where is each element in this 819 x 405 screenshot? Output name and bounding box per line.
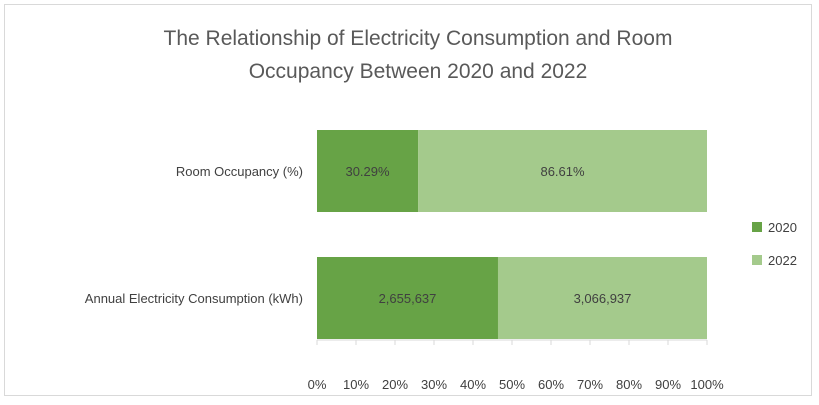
x-tick-label: 50% (499, 377, 525, 392)
category-label: Annual Electricity Consumption (kWh) (85, 291, 303, 306)
x-tick-label: 70% (577, 377, 603, 392)
category-label: Room Occupancy (%) (176, 164, 303, 179)
chart-frame (4, 4, 812, 396)
x-tick-label: 30% (421, 377, 447, 392)
x-tick-label: 90% (655, 377, 681, 392)
x-tick-label: 20% (382, 377, 408, 392)
x-axis: 0% 10% 20% 30% 40% 50% 60% 70% 80% 90% 100% (308, 339, 724, 392)
bar-2022 (418, 130, 707, 212)
data-label: 30.29% (345, 164, 390, 179)
x-tick-label: 80% (616, 377, 642, 392)
legend-label: 2020 (768, 220, 797, 235)
x-tick-label: 60% (538, 377, 564, 392)
x-tick-label: 0% (308, 377, 327, 392)
x-tick-label: 100% (690, 377, 724, 392)
legend-swatch-2020 (752, 222, 762, 232)
x-tick-label: 40% (460, 377, 486, 392)
legend-swatch-2022 (752, 255, 762, 265)
x-tick-label: 10% (343, 377, 369, 392)
data-label: 2,655,637 (379, 291, 437, 306)
chart-title: The Relationship of Electricity Consumpt… (163, 27, 673, 83)
bar-2022 (497, 257, 707, 339)
data-label: 86.61% (540, 164, 585, 179)
data-label: 3,066,937 (574, 291, 632, 306)
bar-2020 (317, 130, 419, 212)
legend: 2020 2022 (752, 220, 797, 268)
bars-group: Room Occupancy (%) 30.29% 86.61% Annual Ele… (85, 130, 707, 339)
legend-label: 2022 (768, 253, 797, 268)
bar-2020 (317, 257, 498, 339)
